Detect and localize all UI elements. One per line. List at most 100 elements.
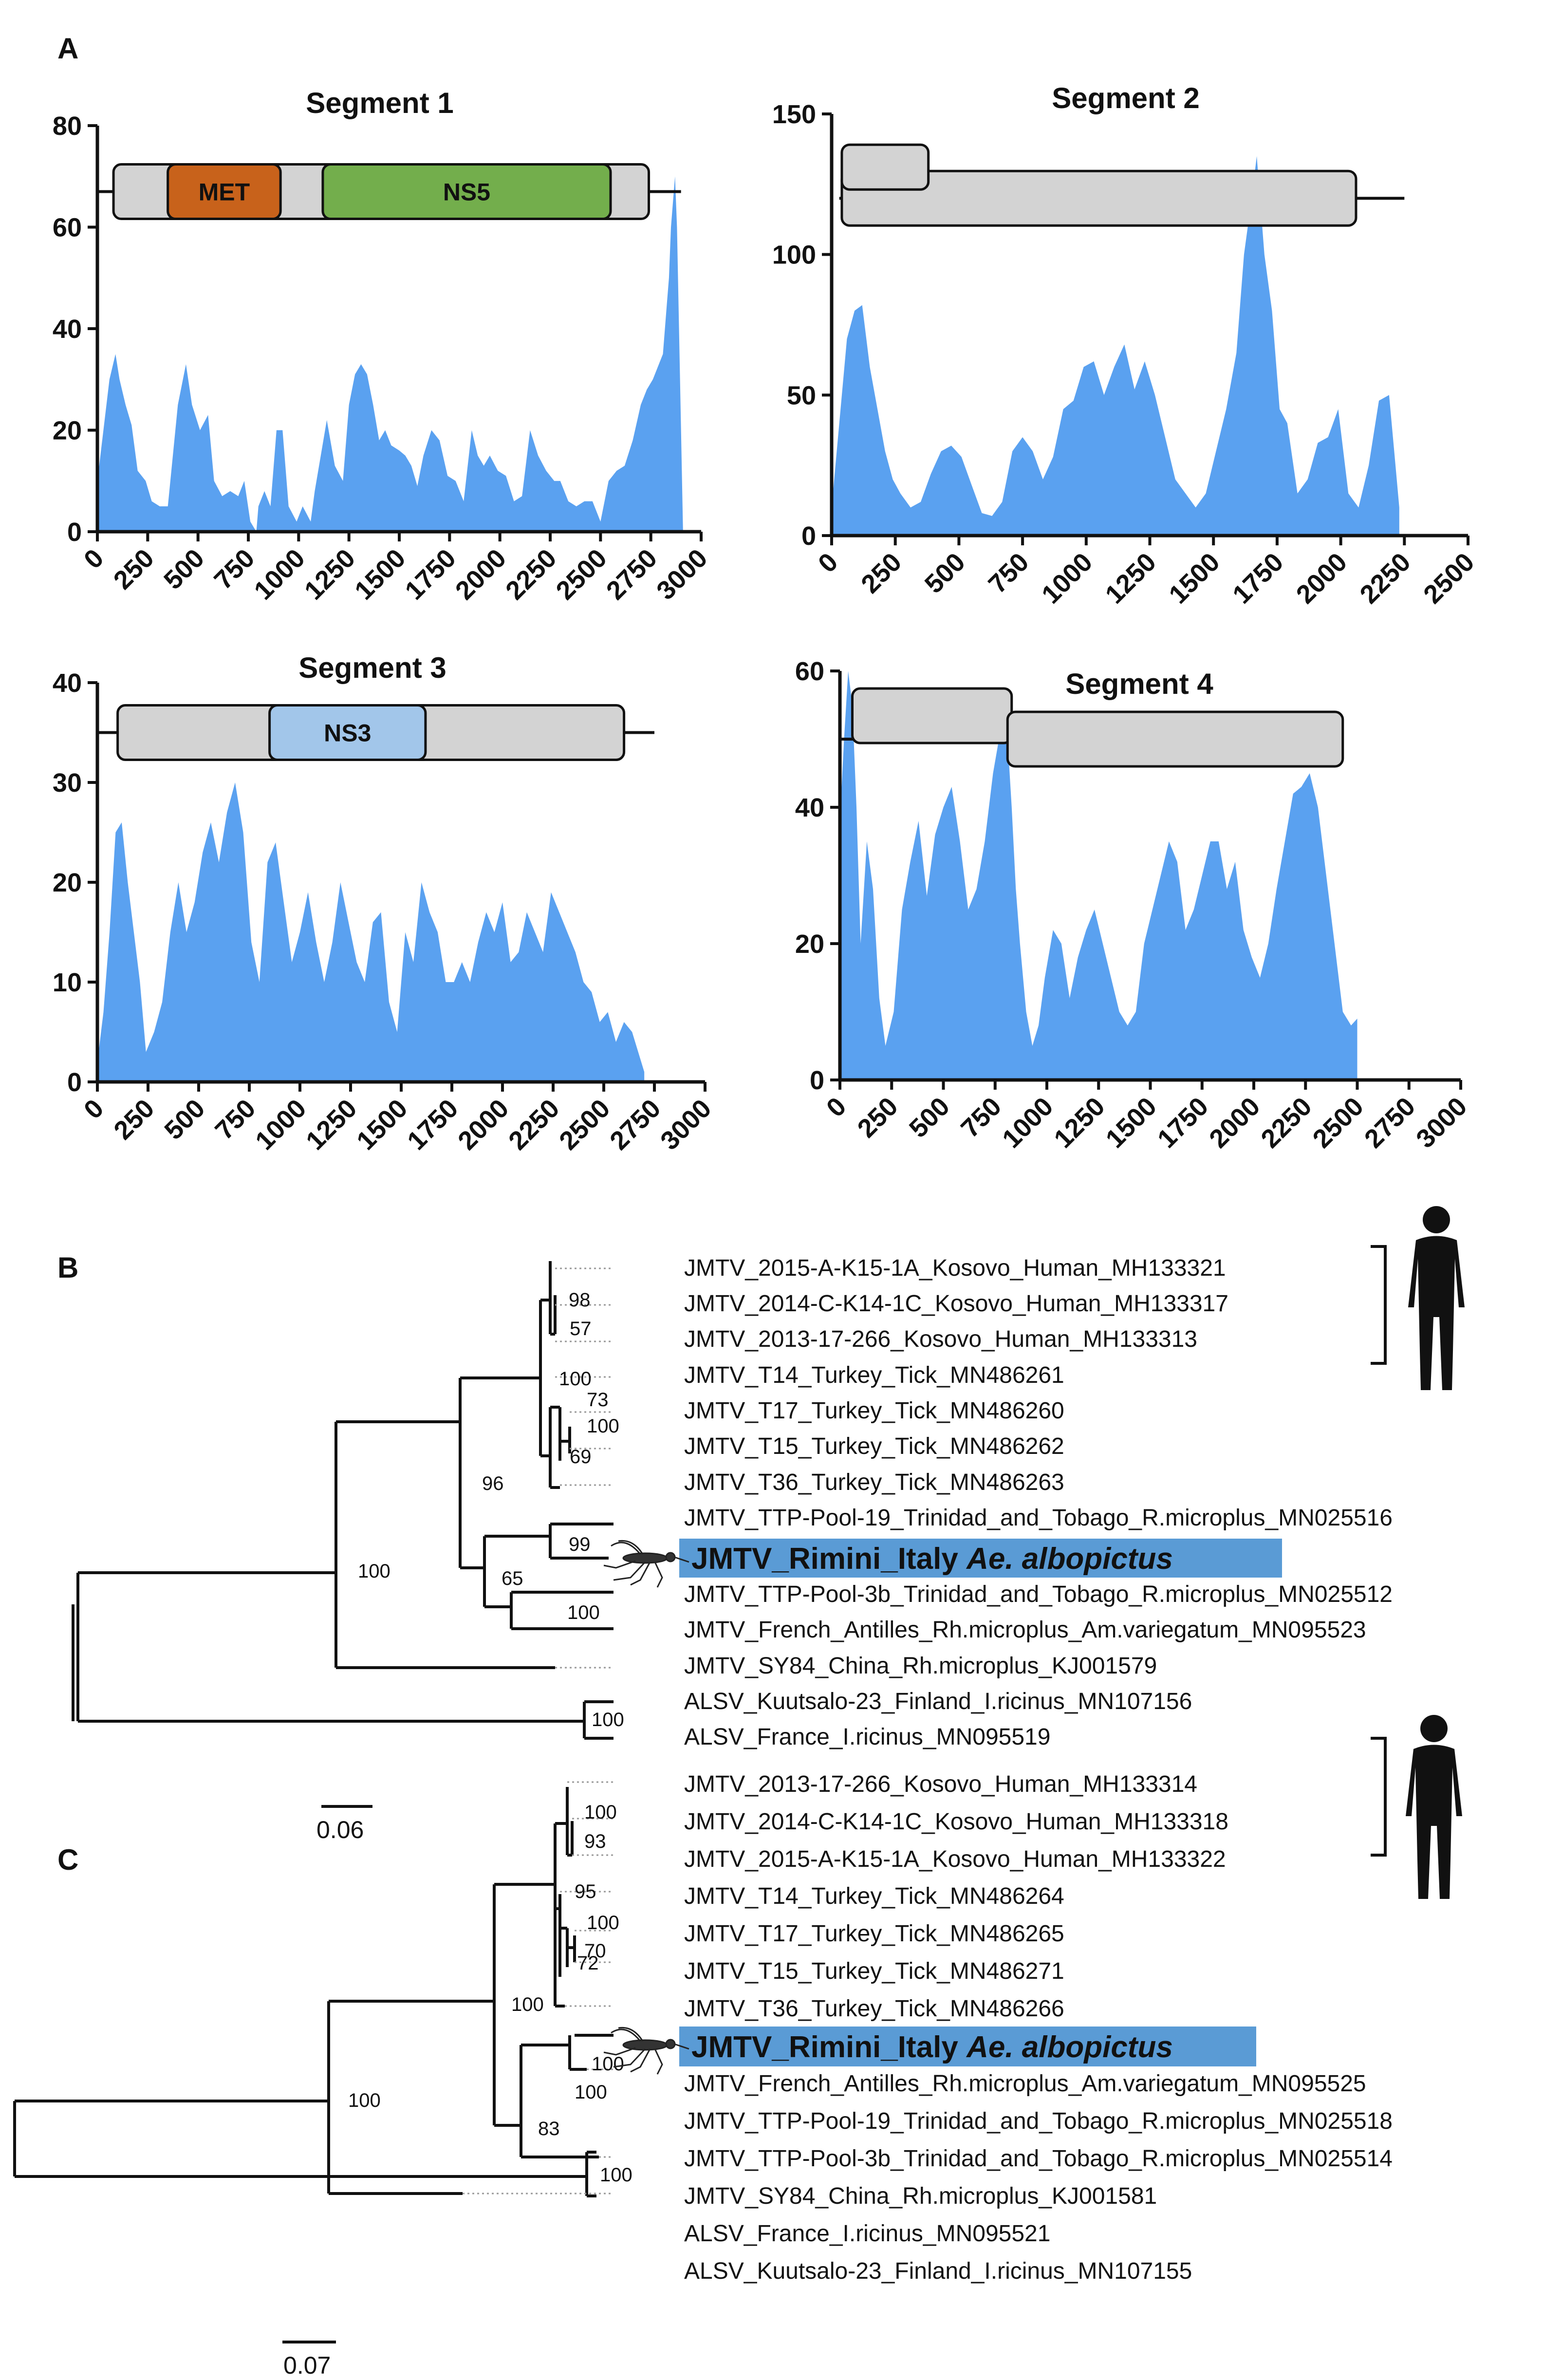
gene-box [1006,710,1344,768]
x-tick-label: 1500 [351,1094,413,1155]
x-tick-label: 1250 [300,1094,362,1155]
x-tick-label: 500 [919,547,971,599]
y-tick-label: 10 [53,968,82,997]
bootstrap-label: 100 [575,2082,607,2103]
x-tick-label: 1250 [299,543,361,605]
bootstrap-label: 100 [600,2164,632,2186]
bootstrap-label: 99 [569,1534,591,1555]
bootstrap-label: 100 [358,1561,390,1582]
gene-label: NS5 [443,179,490,206]
taxon-label: JMTV_TTP-Pool-19_Trinidad_and_Tobago_R.m… [684,1505,1393,1531]
tree-c-dotted-leads [463,1781,614,2194]
x-tick-label: 250 [108,1094,160,1145]
x-tick-label: 2000 [452,1094,514,1155]
x-tick-label: 750 [983,547,1034,599]
gene-box [268,704,427,761]
x-tick-label: 2000 [450,543,512,605]
bootstrap-label: 73 [587,1389,609,1411]
x-tick-label: 250 [108,543,160,595]
y-tick-label: 0 [801,521,816,551]
bootstrap-label: 100 [559,1368,592,1390]
bootstrap-label: 100 [567,1602,600,1623]
x-tick-label: 2750 [604,1094,666,1155]
x-tick-label: 2500 [550,543,612,605]
x-tick-label: 0 [78,543,110,575]
y-tick-label: 0 [810,1066,824,1095]
x-tick-label: 3000 [651,543,713,605]
bootstrap-label: 72 [577,1952,599,1974]
x-tick-label: 1750 [402,1094,464,1155]
taxon-label: ALSV_France_I.ricinus_MN095521 [684,2221,1050,2247]
taxon-label: JMTV_T15_Turkey_Tick_MN486262 [684,1433,1064,1459]
x-tick-label: 250 [852,1092,904,1143]
x-tick-label: 1250 [1100,547,1162,609]
highlight-bar [679,2027,1256,2066]
taxon-label: JMTV_2013-17-266_Kosovo_Human_MH133313 [684,1326,1197,1352]
taxon-label: JMTV_T17_Turkey_Tick_MN486260 [684,1398,1064,1424]
panel-label-c: C [57,1843,78,1876]
bootstrap-label: 100 [587,1415,619,1437]
y-tick-label: 60 [53,213,82,242]
y-tick-label: 20 [795,930,824,959]
coverage-area [97,176,683,532]
x-tick-label: 2000 [1291,547,1353,609]
x-tick-label: 2750 [1359,1092,1421,1153]
coverage-area [832,156,1399,536]
chart-segment-1: Segment 10204060800250500750100012501500… [53,87,713,605]
tree-b-dotted-leads [555,1267,614,1669]
bootstrap-label: 98 [569,1289,591,1311]
highlight-bar [679,1539,1282,1578]
taxon-label: JMTV_T15_Turkey_Tick_MN486271 [684,1958,1064,1984]
taxon-label: JMTV_T36_Turkey_Tick_MN486266 [684,1996,1064,2022]
taxon-label: ALSV_France_I.ricinus_MN095519 [684,1724,1050,1750]
scale-bar-label-b: 0.06 [316,1816,364,1843]
mosquito-icon [603,1540,689,1588]
y-tick-label: 40 [53,315,82,344]
chart-segment-3: Segment 30102030400250500750100012501500… [53,651,717,1155]
x-tick-label: 500 [159,1094,210,1145]
y-tick-label: 60 [795,657,824,686]
taxon-label-highlight: JMTV_Rimini_Italy Ae. albopictus [691,2030,1173,2064]
gene-box [840,143,930,191]
x-tick-label: 0 [821,1092,852,1123]
x-tick-label: 2750 [601,543,663,605]
y-tick-label: 50 [787,381,816,410]
coverage-area [840,671,1357,1080]
y-tick-label: 0 [67,518,82,547]
chart-title: Segment 2 [1052,82,1199,114]
bootstrap-label: 83 [538,2118,560,2139]
taxon-label: JMTV_SY84_China_Rh.microplus_KJ001579 [684,1653,1157,1679]
x-tick-label: 2500 [1307,1092,1369,1153]
x-tick-label: 2250 [1255,1092,1317,1153]
gene-box [321,163,612,221]
bootstrap-label: 69 [570,1446,592,1468]
phylogenetic-tree-c [13,1737,1387,2343]
x-tick-label: 1750 [1152,1092,1214,1153]
bootstrap-label: 70 [584,1940,606,1962]
taxon-label-highlight: JMTV_Rimini_Italy Ae. albopictus [691,1542,1173,1576]
taxon-label: JMTV_TTP-Pool-3b_Trinidad_and_Tobago_R.m… [684,1581,1393,1607]
x-tick-label: 3000 [655,1094,717,1155]
taxon-label: JMTV_French_Antilles_Rh.microplus_Am.var… [684,1617,1366,1643]
y-tick-label: 20 [53,416,82,446]
y-tick-label: 40 [795,793,824,822]
taxon-label: JMTV_T17_Turkey_Tick_MN486265 [684,1921,1064,1947]
taxon-label: JMTV_T14_Turkey_Tick_MN486264 [684,1883,1064,1909]
y-tick-label: 40 [53,669,82,698]
x-tick-label: 250 [855,547,907,599]
taxon-label: ALSV_Kuutsalo-23_Finland_I.ricinus_MN107… [684,1689,1192,1714]
taxon-label: JMTV_2015-A-K15-1A_Kosovo_Human_MH133322 [684,1846,1226,1872]
taxon-label: JMTV_2015-A-K15-1A_Kosovo_Human_MH133321 [684,1255,1226,1281]
x-tick-label: 2000 [1204,1092,1265,1153]
bootstrap-label: 93 [584,1831,606,1852]
chart-title: Segment 3 [298,651,446,684]
y-tick-label: 30 [53,768,82,798]
x-tick-label: 1750 [1227,547,1289,609]
taxon-label: JMTV_2013-17-266_Kosovo_Human_MH133314 [684,1771,1197,1797]
tree-b-taxa: JMTV_2015-A-K15-1A_Kosovo_Human_MH133321… [679,1255,1393,1750]
x-tick-label: 2250 [500,543,562,605]
bootstrap-label: 100 [587,1912,619,1934]
bootstrap-label: 100 [584,1802,617,1823]
